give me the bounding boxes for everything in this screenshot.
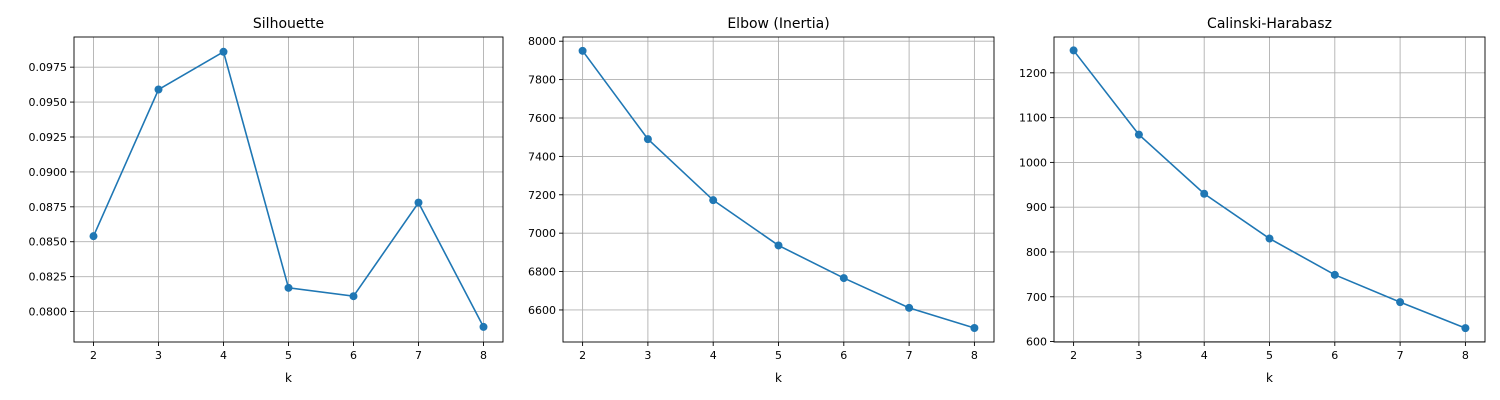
x-tick-label: 5 [285, 349, 292, 362]
chart-panel-3: Calinski-Harabasz 2 3 4 5 6 7 8 600 700 800 900 1000… [1019, 16, 1486, 385]
y-tick-label: 600 [1026, 336, 1047, 349]
y-tick-label: 0.0800 [29, 306, 68, 319]
x-tick-label: 2 [579, 349, 586, 362]
x-tick-label: 5 [1266, 349, 1273, 362]
x-tick-label: 3 [155, 349, 162, 362]
y-tick-label: 0.0975 [29, 61, 68, 74]
data-point [349, 292, 358, 301]
y-tick-label: 7600 [528, 112, 556, 125]
axes-frame [1053, 36, 1486, 343]
y-tick-label: 8000 [528, 35, 556, 48]
y-tick-label: 0.0900 [29, 166, 68, 179]
data-point [1200, 189, 1209, 198]
data-point [970, 323, 979, 332]
x-tick-label: 4 [220, 349, 227, 362]
x-tick-label: 4 [710, 349, 717, 362]
y-tick-label: 7800 [528, 74, 556, 87]
x-tick-label: 7 [906, 349, 913, 362]
x-tick-label: 7 [415, 349, 422, 362]
axes-frame [562, 36, 995, 343]
y-tick-label: 0.0925 [29, 131, 68, 144]
x-tick-label: 8 [480, 349, 487, 362]
data-point [414, 198, 423, 207]
x-axis-label: k [775, 371, 782, 385]
y-tick-label: 800 [1026, 246, 1047, 259]
x-tick-label: 5 [775, 349, 782, 362]
x-tick-label: 7 [1397, 349, 1404, 362]
y-tick-label: 1000 [1019, 156, 1047, 169]
y-tick-label: 7400 [528, 150, 556, 163]
y-tick-label: 0.0950 [29, 96, 68, 109]
data-point [1330, 270, 1339, 279]
y-tick-label: 1200 [1019, 67, 1047, 80]
x-tick-label: 4 [1201, 349, 1208, 362]
data-point [578, 46, 587, 55]
chart-title: Silhouette [253, 16, 324, 32]
data-point [709, 196, 718, 205]
data-point [1461, 324, 1470, 333]
y-tick-label: 0.0875 [29, 201, 68, 214]
x-tick-label: 6 [350, 349, 357, 362]
chart-title: Elbow (Inertia) [727, 16, 829, 32]
data-point [1265, 234, 1274, 243]
x-tick-label: 6 [1331, 349, 1338, 362]
y-tick-label: 6600 [528, 304, 556, 317]
y-tick-label: 0.0850 [29, 236, 68, 249]
x-tick-label: 8 [971, 349, 978, 362]
chart-title: Calinski-Harabasz [1207, 16, 1332, 32]
y-tick-label: 900 [1026, 201, 1047, 214]
y-tick-label: 6800 [528, 266, 556, 279]
data-point [479, 322, 488, 331]
data-point [219, 47, 228, 56]
data-point [839, 274, 848, 283]
x-tick-label: 6 [840, 349, 847, 362]
data-point [89, 232, 98, 241]
data-point [905, 303, 914, 312]
data-point [1396, 298, 1405, 307]
x-tick-label: 3 [1135, 349, 1142, 362]
data-point [1134, 130, 1143, 139]
y-tick-label: 7000 [528, 227, 556, 240]
data-point [284, 283, 293, 292]
data-point [774, 241, 783, 250]
y-tick-label: 7200 [528, 189, 556, 202]
data-point [154, 85, 163, 94]
x-tick-label: 3 [644, 349, 651, 362]
x-tick-label: 2 [1070, 349, 1077, 362]
y-tick-label: 1100 [1019, 112, 1047, 125]
x-axis-label: k [1266, 371, 1273, 385]
x-tick-label: 8 [1462, 349, 1469, 362]
x-axis-label: k [285, 371, 292, 385]
data-point [1069, 46, 1078, 55]
chart-panel-2: Elbow (Inertia) 2 3 4 5 6 7 8 6600 6800 7000 7200 74… [528, 16, 995, 385]
data-point [643, 135, 652, 144]
y-tick-label: 700 [1026, 291, 1047, 304]
axes-frame [73, 36, 504, 343]
y-tick-label: 0.0825 [29, 271, 68, 284]
x-tick-label: 2 [90, 349, 97, 362]
chart-panel-1: Silhouette 2 3 4 5 6 7 8 0.0800 0.0825 0.0850 0.087… [29, 16, 504, 385]
